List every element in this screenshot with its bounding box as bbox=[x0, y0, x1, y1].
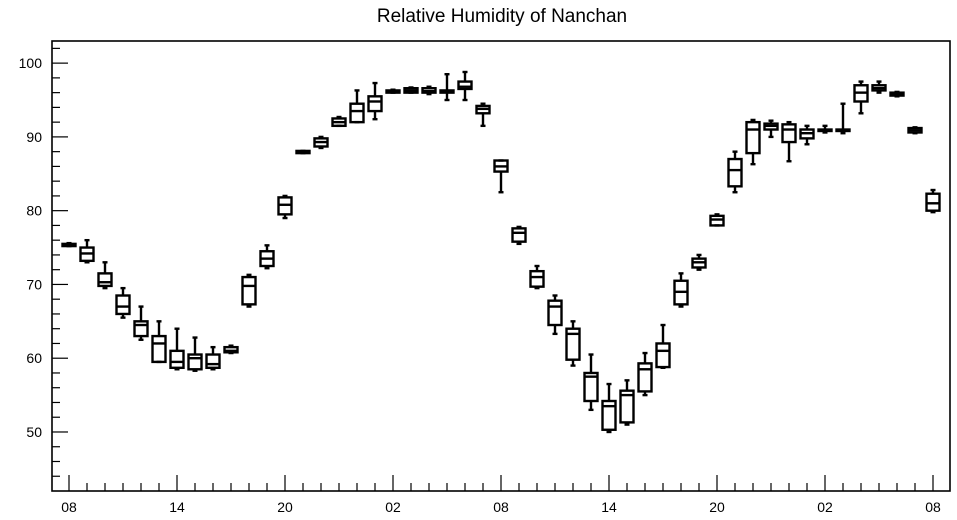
box bbox=[241, 275, 257, 306]
box-plot-hour-23 bbox=[475, 102, 491, 128]
y-tick-label: 80 bbox=[26, 203, 42, 219]
box-plot-hour-18 bbox=[385, 88, 401, 94]
box-plot-hour-9 bbox=[223, 344, 239, 355]
box-plot-hour-24 bbox=[493, 159, 509, 194]
box-plot-hour-16 bbox=[349, 89, 365, 124]
x-tick-label: 02 bbox=[385, 499, 401, 515]
box-plot-hour-47 bbox=[907, 126, 923, 135]
box-plot-hour-1 bbox=[79, 238, 95, 264]
box bbox=[115, 294, 131, 316]
box-plot-hour-5 bbox=[151, 320, 167, 364]
box-plot-hour-3 bbox=[115, 286, 131, 319]
box-plot-hour-13 bbox=[295, 149, 311, 155]
axes: 50 60 70 80 90 100 08 14 20 02 08 14 20 02 08 bbox=[19, 47, 941, 515]
box bbox=[133, 320, 149, 338]
box bbox=[583, 371, 599, 403]
box-plot-hour-40 bbox=[781, 120, 797, 163]
box-plot-hour-20 bbox=[421, 85, 437, 96]
box-plot-hour-29 bbox=[583, 353, 599, 412]
x-tick-label: 14 bbox=[169, 499, 185, 515]
box-plot-hour-46 bbox=[889, 90, 905, 98]
box-plot-hour-4 bbox=[133, 305, 149, 341]
box-plot-hour-0 bbox=[61, 241, 77, 248]
x-tick-label: 08 bbox=[925, 499, 941, 515]
box-plot-hour-22 bbox=[457, 70, 473, 102]
box bbox=[601, 399, 617, 431]
box-plot-hour-7 bbox=[187, 336, 203, 372]
box bbox=[169, 349, 185, 370]
box-plot-hour-30 bbox=[601, 382, 617, 434]
box bbox=[187, 353, 203, 371]
box-plot-hour-32 bbox=[637, 351, 653, 397]
box-plot-hour-11 bbox=[259, 244, 275, 270]
box bbox=[727, 157, 743, 188]
box bbox=[565, 327, 581, 361]
box-plot-hour-12 bbox=[277, 194, 293, 220]
box-plot-hour-19 bbox=[403, 86, 419, 94]
box-plot-hour-8 bbox=[205, 345, 221, 371]
box-plot-hour-33 bbox=[655, 323, 671, 370]
y-tick-label: 100 bbox=[19, 55, 43, 71]
y-tick-label: 50 bbox=[26, 424, 42, 440]
box bbox=[655, 342, 671, 369]
box bbox=[547, 299, 563, 327]
box bbox=[205, 353, 221, 370]
box-plot-hour-38 bbox=[745, 118, 761, 166]
box bbox=[619, 389, 635, 424]
box-plot-hour-45 bbox=[871, 80, 887, 94]
y-tick-label: 90 bbox=[26, 129, 42, 145]
box-plot-hour-37 bbox=[727, 150, 743, 194]
box-plot-hour-2 bbox=[97, 261, 113, 290]
box-plot-hour-14 bbox=[313, 135, 329, 150]
box-plot-hour-31 bbox=[619, 379, 635, 426]
box bbox=[745, 120, 761, 155]
box bbox=[349, 102, 365, 124]
box bbox=[367, 95, 383, 113]
box bbox=[529, 269, 545, 288]
box bbox=[97, 272, 113, 288]
box bbox=[781, 123, 797, 144]
box-plot-hour-42 bbox=[817, 124, 833, 134]
box bbox=[151, 334, 167, 364]
x-tick-label: 14 bbox=[601, 499, 617, 515]
x-tick-label: 08 bbox=[493, 499, 509, 515]
x-tick-label: 02 bbox=[817, 499, 833, 515]
box-plot-hour-43 bbox=[835, 102, 851, 135]
box-plot-hour-41 bbox=[799, 124, 815, 146]
x-tick-label: 20 bbox=[709, 499, 725, 515]
box-plot-hour-35 bbox=[691, 253, 707, 271]
box-plot-hour-21 bbox=[439, 72, 455, 102]
box-plot-hour-26 bbox=[529, 264, 545, 290]
box-plot-hour-44 bbox=[853, 80, 869, 115]
box-plot-hour-36 bbox=[709, 213, 725, 227]
chart-title: Relative Humidity of Nanchan bbox=[377, 6, 627, 27]
box-plot-hour-27 bbox=[547, 294, 563, 336]
box bbox=[637, 362, 653, 393]
y-tick-label: 70 bbox=[26, 276, 42, 292]
box-plot-hour-34 bbox=[673, 272, 689, 308]
x-tick-label: 08 bbox=[61, 499, 77, 515]
box bbox=[457, 80, 473, 91]
box bbox=[511, 227, 527, 243]
x-tick-label: 20 bbox=[277, 499, 293, 515]
box-plot-hour-39 bbox=[763, 119, 779, 139]
box-plot-hour-6 bbox=[169, 327, 185, 371]
plot-frame bbox=[51, 40, 951, 492]
box-plot-hour-28 bbox=[565, 320, 581, 367]
box-plot-hour-15 bbox=[331, 115, 347, 128]
box-plot-hour-25 bbox=[511, 225, 527, 246]
box-plot-hour-48 bbox=[925, 188, 941, 214]
y-tick-label: 60 bbox=[26, 350, 42, 366]
box-series bbox=[61, 70, 941, 434]
box-plot-hour-17 bbox=[367, 81, 383, 121]
box-plot-hour-10 bbox=[241, 273, 257, 308]
